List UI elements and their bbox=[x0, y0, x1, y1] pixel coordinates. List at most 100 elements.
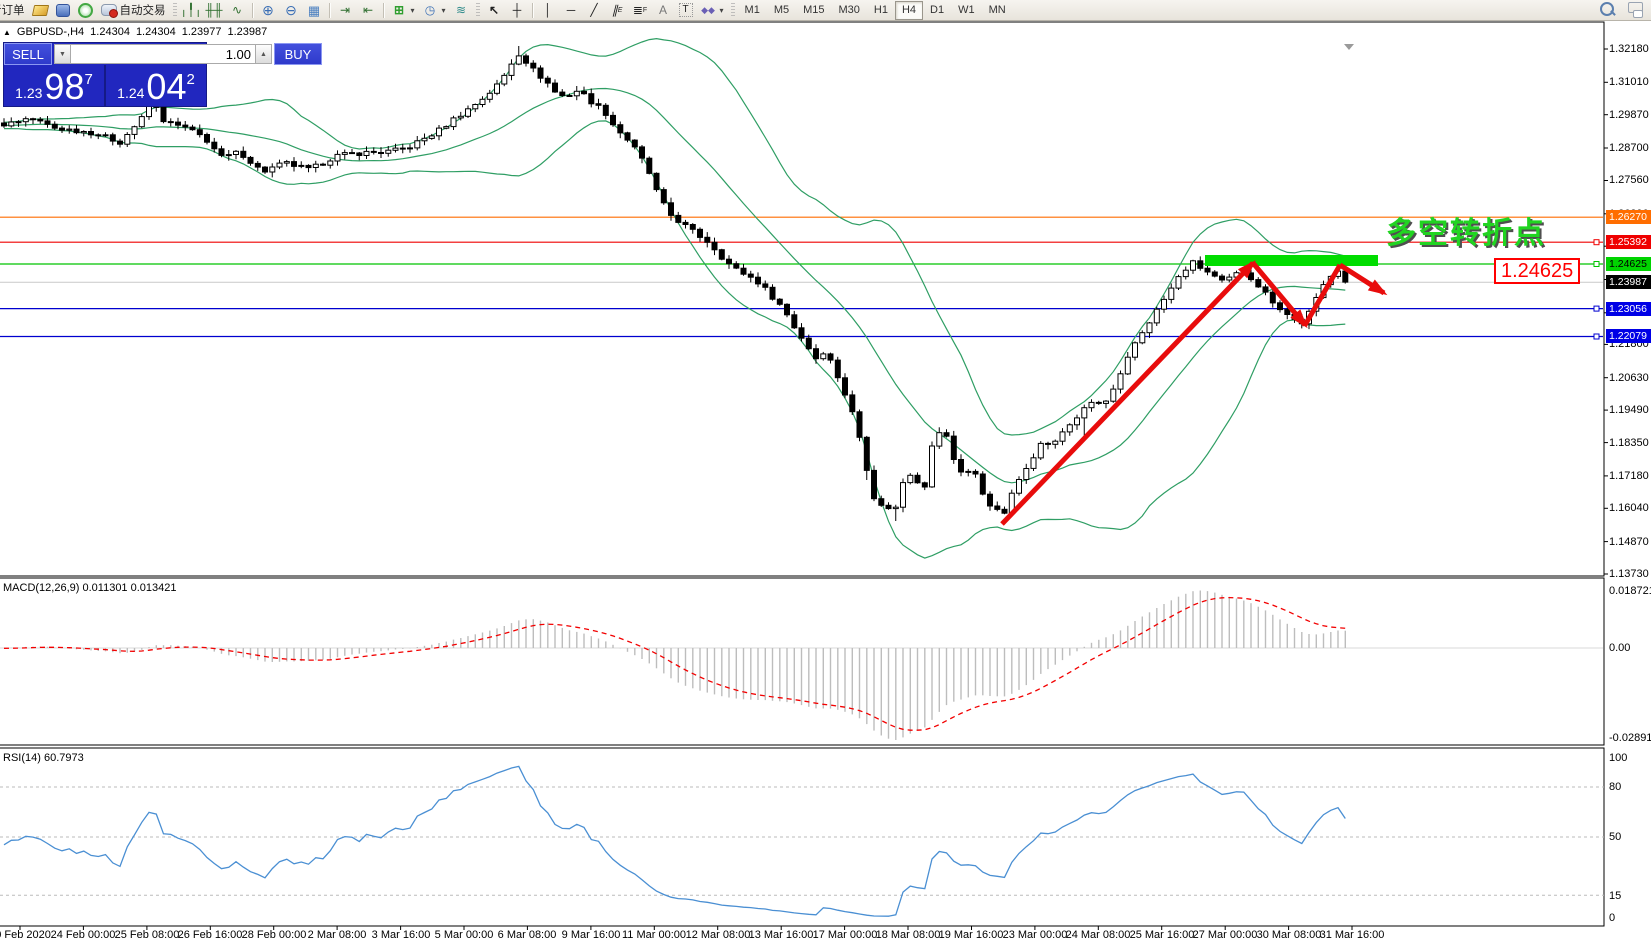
time-axis-label: 28 Feb 00:00 bbox=[241, 929, 307, 941]
search-icon[interactable] bbox=[1600, 2, 1614, 16]
quote-open: 1.24304 bbox=[90, 26, 130, 38]
price-tick-label: 1.31010 bbox=[1609, 76, 1649, 88]
timeframe-button-mn[interactable]: MN bbox=[988, 3, 1006, 16]
buy-button[interactable]: BUY bbox=[274, 43, 322, 65]
crosshair-button[interactable]: ┼ bbox=[506, 1, 529, 19]
chart-shift-marker[interactable] bbox=[1344, 44, 1354, 50]
time-axis-label: 31 Mar 16:00 bbox=[1319, 929, 1385, 941]
time-axis-label: 30 Mar 08:00 bbox=[1256, 929, 1322, 941]
toolbar-grip bbox=[730, 3, 735, 17]
timeframe-button-d1[interactable]: D1 bbox=[930, 3, 945, 16]
crosshair-icon: ┼ bbox=[512, 3, 522, 17]
rsi-axis-label: 0 bbox=[1609, 912, 1616, 924]
bar-chart-button[interactable]: ╷╿╷ bbox=[180, 1, 203, 19]
quote-line: ▲ GBPUSD-,H4 1.24304 1.24304 1.23977 1.2… bbox=[3, 26, 267, 38]
chevron-down-icon: ▾ bbox=[719, 5, 724, 15]
level-price-chip: 1.24625 bbox=[1606, 257, 1651, 271]
level-price-chip: 1.26270 bbox=[1606, 210, 1651, 224]
timeframe-button-w1[interactable]: W1 bbox=[958, 3, 975, 16]
signal-button[interactable] bbox=[74, 1, 97, 19]
time-axis-label: 24 Mar 08:00 bbox=[1065, 929, 1131, 941]
timeframe-toolbar: M1 M5 M15 M30 H1 H4 D1 W1 MN bbox=[738, 0, 1013, 20]
candlesticks bbox=[1, 46, 1349, 521]
chat-icon[interactable] bbox=[1628, 2, 1643, 18]
shapes-button[interactable]: ◆◆ ▾ bbox=[697, 1, 728, 19]
autotrading-label: 自动交易 bbox=[119, 5, 166, 17]
autoscroll-button[interactable]: ⇥ bbox=[334, 1, 357, 19]
vertical-line-button[interactable]: │ bbox=[537, 1, 560, 19]
chart-shift-icon: ⇤ bbox=[362, 3, 374, 17]
time-axis-label: 12 Mar 08:00 bbox=[685, 929, 751, 941]
time-axis-label: 5 Mar 00:00 bbox=[434, 929, 494, 941]
autotrading-button[interactable]: 自动交易 bbox=[97, 1, 170, 19]
line-chart-button[interactable]: ∿ bbox=[226, 1, 249, 19]
new-order-button[interactable]: 新订单 bbox=[0, 1, 29, 19]
text-button[interactable]: A bbox=[652, 1, 675, 19]
period-button[interactable]: ◷ ▾ bbox=[419, 1, 450, 19]
channel-icon: ∥ E bbox=[611, 3, 623, 17]
collapse-arrow-icon[interactable]: ▲ bbox=[3, 28, 11, 37]
trend-arrows[interactable] bbox=[1000, 260, 1388, 526]
resistance-highlight-band[interactable] bbox=[1205, 255, 1378, 266]
contacts-button[interactable] bbox=[52, 1, 74, 19]
zoom-out-button[interactable]: ⊖ bbox=[280, 1, 303, 19]
trendline-icon: ╱ bbox=[590, 3, 598, 17]
zoom-in-button[interactable]: ⊕ bbox=[257, 1, 280, 19]
time-axis-label: 23 Mar 00:00 bbox=[1002, 929, 1068, 941]
template-button[interactable]: ≋ bbox=[450, 1, 473, 19]
time-axis-label: 25 Mar 16:00 bbox=[1129, 929, 1195, 941]
gold-cube-button[interactable] bbox=[29, 1, 52, 19]
volume-input[interactable] bbox=[71, 44, 255, 64]
sell-price-box[interactable]: 1.23 98 7 bbox=[4, 65, 104, 106]
main-toolbar: 新订单 自动交易 ╷╿╷ ╫╫ ∿ ⊕ ⊖ ▦ ⇥ ⇤ ⊞▾ ◷▾ ≋ ↖ ┼ … bbox=[0, 0, 1651, 21]
time-axis-label: 20 Feb 2020 bbox=[0, 929, 51, 941]
time-axis-label: 3 Mar 16:00 bbox=[371, 929, 431, 941]
trendline-button[interactable]: ╱ bbox=[583, 1, 606, 19]
axis-tick-marks bbox=[19, 48, 1608, 930]
macd-axis-label: 0.018721 bbox=[1609, 585, 1651, 597]
sell-label: SELL bbox=[12, 46, 44, 62]
buy-price-prefix: 1.24 bbox=[117, 85, 145, 101]
sell-button[interactable]: SELL bbox=[4, 43, 52, 65]
volume-up-button[interactable]: ▲ bbox=[255, 44, 272, 64]
text-label-button[interactable]: T bbox=[675, 1, 697, 19]
buy-price-box[interactable]: 1.24 04 2 bbox=[104, 65, 206, 106]
level-handles[interactable] bbox=[1593, 239, 1600, 340]
price-tick-label: 1.19490 bbox=[1609, 404, 1649, 416]
fibonacci-icon: ≣ F bbox=[632, 3, 648, 17]
time-axis-label: 17 Mar 00:00 bbox=[812, 929, 878, 941]
time-axis-label: 26 Feb 16:00 bbox=[177, 929, 243, 941]
timeframe-button-m30[interactable]: M30 bbox=[838, 3, 860, 16]
horizontal-line-button[interactable]: ─ bbox=[560, 1, 583, 19]
add-indicator-button[interactable]: ⊞ ▾ bbox=[388, 1, 419, 19]
macd-label: MACD(12,26,9) 0.011301 0.013421 bbox=[3, 582, 177, 594]
timeframe-button-m15[interactable]: M15 bbox=[803, 3, 825, 16]
tile-windows-button[interactable]: ▦ bbox=[303, 1, 326, 19]
cursor-icon: ↖ bbox=[489, 3, 500, 17]
timeframe-button-m1[interactable]: M1 bbox=[744, 3, 760, 16]
fibonacci-button[interactable]: ≣ F bbox=[629, 1, 652, 19]
level-price-chip: 1.23056 bbox=[1606, 302, 1651, 316]
time-axis-label: 27 Mar 00:00 bbox=[1192, 929, 1258, 941]
turning-point-annotation[interactable]: 多空转折点 bbox=[1386, 217, 1546, 250]
timeframe-button-h4[interactable]: H4 bbox=[894, 0, 924, 20]
cursor-button[interactable]: ↖ bbox=[483, 1, 506, 19]
price-tick-label: 1.29870 bbox=[1609, 109, 1649, 121]
chart-shift-button[interactable]: ⇤ bbox=[357, 1, 380, 19]
macd-axis-label: 0.00 bbox=[1609, 642, 1631, 654]
zoom-in-icon: ⊕ bbox=[262, 2, 274, 18]
timeframe-button-h1[interactable]: H1 bbox=[873, 3, 888, 16]
timeframe-button-m5[interactable]: M5 bbox=[773, 3, 790, 16]
horizontal-levels[interactable] bbox=[0, 216, 1604, 338]
channel-button[interactable]: ∥ E bbox=[606, 1, 629, 19]
rsi-axis-label: 50 bbox=[1609, 831, 1622, 843]
time-axis-label: 2 Mar 08:00 bbox=[307, 929, 367, 941]
quote-close: 1.23987 bbox=[227, 26, 268, 38]
level-callout-1-24625[interactable]: 1.24625 bbox=[1494, 258, 1581, 284]
candlestick-chart-button[interactable]: ╫╫ bbox=[203, 1, 226, 19]
vertical-line-icon: │ bbox=[544, 3, 552, 17]
volume-down-button[interactable]: ▼ bbox=[54, 44, 71, 64]
macd-name: MACD(12,26,9) bbox=[3, 582, 80, 594]
chart-window: ▲ GBPUSD-,H4 1.24304 1.24304 1.23977 1.2… bbox=[0, 21, 1651, 944]
chart-canvas bbox=[0, 21, 1608, 930]
